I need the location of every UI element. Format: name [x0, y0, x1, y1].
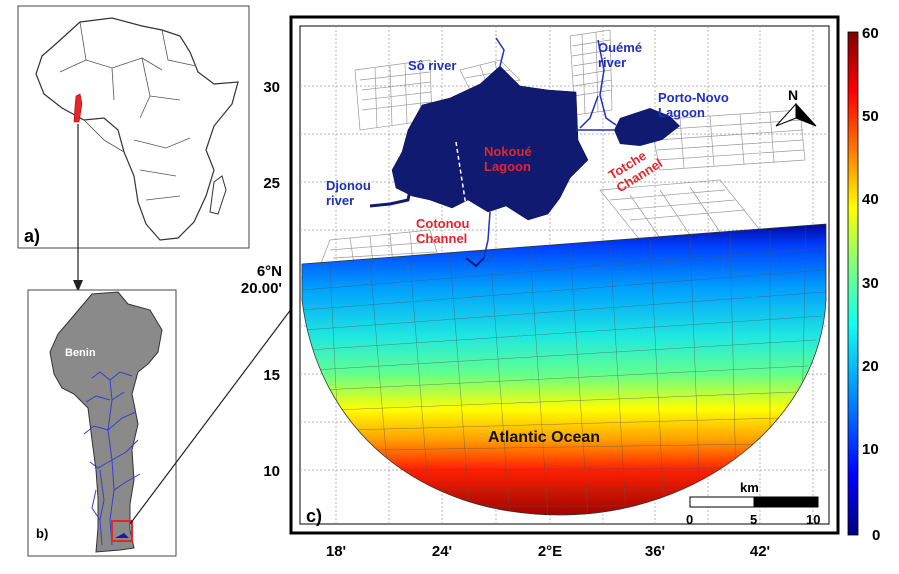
lat-tick: 25: [263, 175, 280, 192]
place-label: Djonou river: [326, 178, 371, 208]
lat-tick: 15: [263, 367, 280, 384]
place-label: Sô river: [408, 58, 456, 73]
panel-b-tag: b): [36, 526, 48, 541]
panel-a-tag: a): [24, 226, 40, 246]
porto-novo-lagoon: [614, 108, 680, 146]
arrow-a-to-b: [73, 124, 83, 292]
place-label: Atlantic Ocean: [488, 429, 600, 446]
africa-outline: [35, 17, 239, 241]
latitude-ticks: 30 25 6°N 20.00' 15 10: [241, 79, 282, 480]
colorbar-tick: 30: [862, 275, 879, 292]
place-label: Porto-Novo Lagoon: [658, 90, 729, 120]
benin-highlight: [73, 93, 83, 123]
colorbar: 60 50 40 30 20 10 0: [847, 25, 880, 544]
panel-a-africa-inset: a): [17, 5, 250, 249]
benin-country-shape: [49, 291, 163, 553]
lat-tick: 6°N 20.00': [241, 263, 282, 297]
place-label: Ouémé river: [598, 40, 642, 70]
lon-tick: 24': [432, 543, 452, 560]
lon-tick: 42': [750, 543, 770, 560]
place-label: Cotonou Channel: [416, 216, 469, 246]
scale-unit: km: [740, 480, 759, 495]
panel-b-benin-inset: Benin b): [27, 289, 177, 557]
colorbar-tick: 60: [862, 25, 879, 42]
colorbar-ticks: 60 50 40 30 20 10 0: [862, 25, 880, 544]
panel-c-main-map: N Sô river Ouémé river Porto-Novo Lagoon D…: [289, 15, 840, 535]
panel-c-tag: c): [306, 506, 322, 526]
scale-tick: 0: [686, 512, 693, 527]
channels-rivers: [483, 37, 617, 259]
lon-tick: 36': [645, 543, 665, 560]
north-arrow: N: [775, 87, 817, 127]
study-area-box: [111, 520, 133, 542]
longitude-ticks: 18' 24' 2°E 36' 42': [326, 543, 770, 560]
north-label: N: [788, 87, 798, 103]
lon-tick: 2°E: [538, 543, 562, 560]
scale-tick: 5: [750, 512, 757, 527]
lat-tick: 10: [263, 463, 280, 480]
colorbar-tick: 50: [862, 108, 879, 125]
scale-bar: km 0 5 10: [686, 480, 820, 527]
colorbar-tick: 10: [862, 441, 879, 458]
benin-rivers: [83, 371, 141, 546]
benin-label: Benin: [65, 347, 96, 359]
madagascar-shape: [209, 175, 227, 215]
lon-tick: 18': [326, 543, 346, 560]
place-label: Nokoué Lagoon: [484, 144, 532, 174]
lat-tick: 30: [263, 79, 280, 96]
colorbar-tick: 40: [862, 191, 879, 208]
colorbar-tick: 0: [872, 527, 880, 544]
scale-tick: 10: [806, 512, 820, 527]
colorbar-tick: 20: [862, 358, 879, 375]
